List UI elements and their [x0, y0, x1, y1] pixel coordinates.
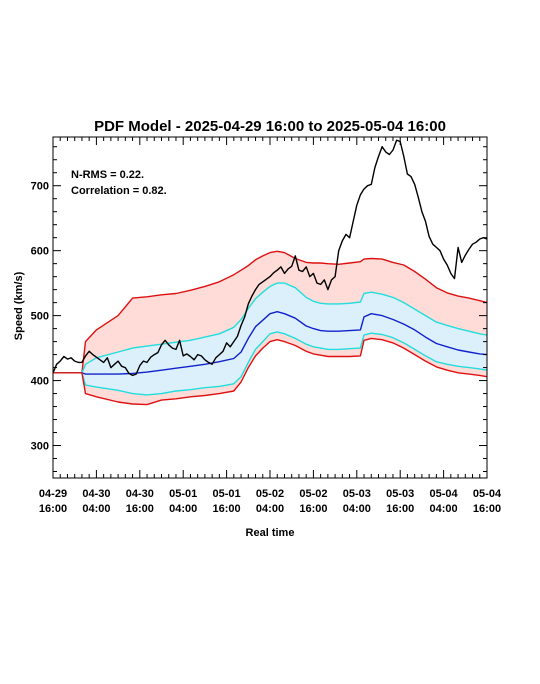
x-tick-date: 05-04	[430, 488, 459, 500]
x-tick-time: 04:00	[343, 503, 371, 515]
chart-title: PDF Model - 2025-04-29 16:00 to 2025-05-…	[94, 118, 446, 135]
lower-quartile-line	[53, 331, 488, 396]
x-tick-time: 04:00	[82, 503, 110, 515]
x-tick-date: 05-04	[473, 488, 502, 500]
x-tick-date: 05-03	[343, 488, 371, 500]
upper-quartile-line	[53, 282, 488, 374]
inner-band-fill	[53, 283, 487, 395]
y-tick-label: 600	[31, 246, 49, 258]
x-tick-date: 04-30	[126, 488, 154, 500]
x-tick-date: 05-01	[169, 488, 197, 500]
x-tick-date: 05-02	[256, 488, 284, 500]
y-tick-label: 500	[31, 311, 49, 323]
x-tick-time: 04:00	[169, 503, 197, 515]
y-tick-label: 700	[31, 181, 49, 193]
x-tick-time: 16:00	[126, 503, 154, 515]
x-tick-time: 04:00	[430, 503, 458, 515]
axis-ticks	[52, 137, 488, 478]
plot-frame	[52, 136, 488, 479]
x-axis-label: Real time	[246, 527, 295, 539]
tick-labels: 300 400 500 600 700 04-29 16:00 04-30 04:00 04-30…	[31, 181, 502, 515]
nrms-annotation: N-RMS = 0.22.	[71, 169, 144, 181]
x-tick-date: 05-03	[386, 488, 414, 500]
y-tick-label: 300	[31, 441, 49, 453]
correlation-annotation: Correlation = 0.82.	[71, 185, 167, 197]
x-tick-date: 05-01	[213, 488, 241, 500]
x-tick-date: 04-29	[39, 488, 67, 500]
x-tick-time: 16:00	[386, 503, 414, 515]
median-line	[53, 311, 488, 375]
x-tick-time: 16:00	[299, 503, 327, 515]
x-tick-date: 04-30	[82, 488, 110, 500]
upper-bound-line	[53, 250, 488, 374]
model-bands	[53, 251, 487, 405]
x-tick-time: 16:00	[213, 503, 241, 515]
series-lines	[52, 139, 488, 406]
lower-bound-line	[53, 337, 488, 406]
x-tick-time: 16:00	[39, 503, 67, 515]
y-tick-label: 400	[31, 376, 49, 388]
y-axis-label: Speed (km/s)	[13, 271, 25, 340]
x-tick-time: 16:00	[473, 503, 501, 515]
observed-speed-line	[52, 139, 488, 377]
x-tick-time: 04:00	[256, 503, 284, 515]
x-tick-date: 05-02	[299, 488, 327, 500]
